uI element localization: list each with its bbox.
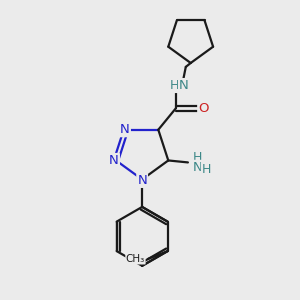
Text: H: H	[193, 151, 202, 164]
Text: N: N	[120, 123, 130, 136]
Text: O: O	[198, 102, 209, 115]
Text: N: N	[137, 174, 147, 187]
Text: N: N	[193, 161, 202, 174]
Text: CH₃: CH₃	[126, 254, 145, 264]
Text: H: H	[169, 79, 179, 92]
Text: N: N	[179, 79, 189, 92]
Text: H: H	[202, 163, 211, 176]
Text: N: N	[109, 154, 119, 167]
